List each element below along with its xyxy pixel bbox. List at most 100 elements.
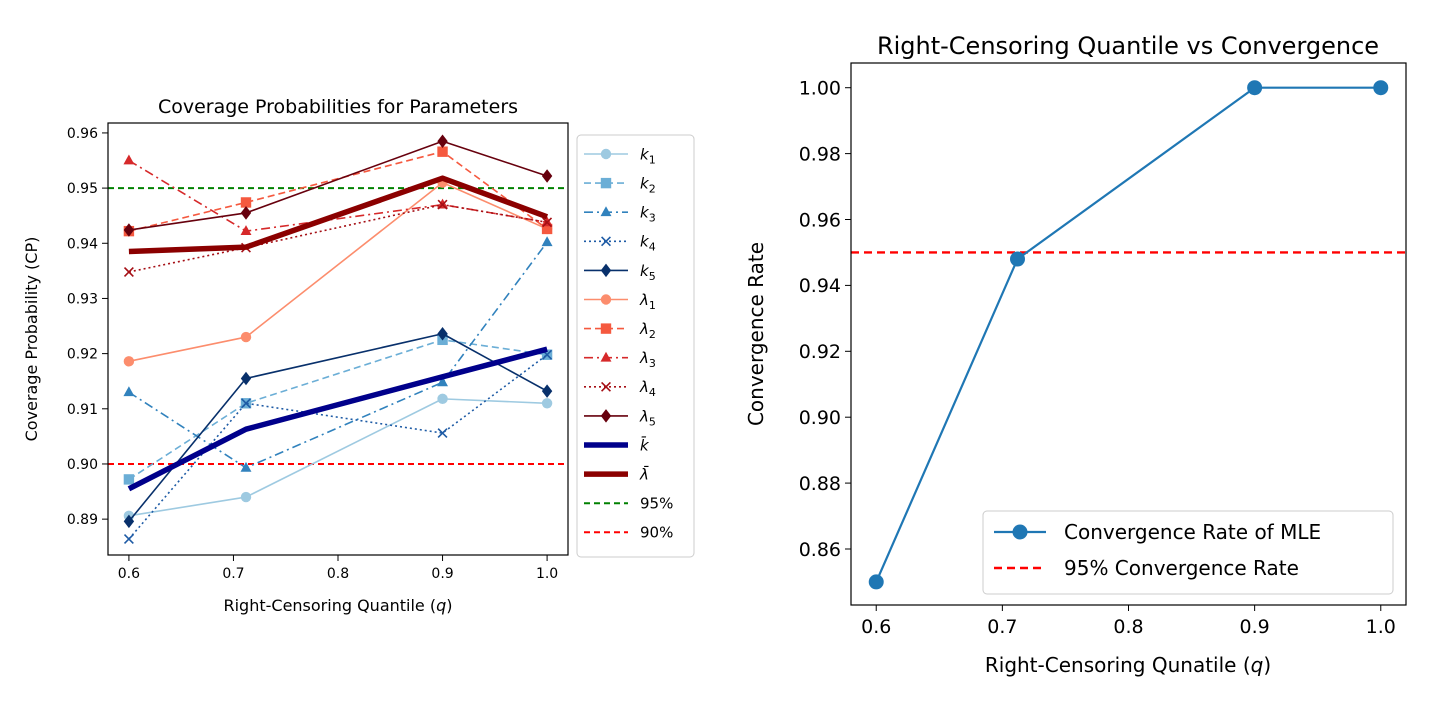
data-point-k1: [541, 398, 553, 409]
y-tick-label: 0.98: [799, 143, 841, 165]
x-tick-label: 0.8: [1113, 616, 1143, 638]
series-line-k1: [128, 398, 548, 517]
legend-marker-lambda5: [600, 409, 612, 423]
legend-marker-lambda2: [600, 323, 612, 334]
legend-label-k5: k5: [640, 262, 656, 283]
coverage-x-ticks: 0.6 0.7 0.8 0.9 1.0: [118, 555, 558, 582]
legend-label-k1: k1: [640, 145, 656, 166]
y-tick-label: 0.96: [799, 209, 841, 231]
data-point-convergence-rate-of-mle: [1247, 80, 1263, 96]
x-tick-label: 0.9: [431, 566, 453, 582]
data-point-k3: [123, 386, 135, 397]
x-tick-label: 0.7: [987, 616, 1017, 638]
data-point-lambda5: [437, 134, 448, 148]
data-point-k3: [240, 461, 252, 472]
legend-marker-lambda4: [601, 381, 611, 392]
data-point-k1: [437, 393, 448, 405]
data-point-k3: [541, 236, 553, 247]
coverage-chart-title: Coverage Probabilities for Parameters: [158, 96, 518, 118]
data-point-k5: [541, 384, 553, 398]
data-point-lambda5: [123, 223, 135, 237]
legend-marker-k5: [600, 263, 612, 278]
y-tick-label: 0.92: [799, 341, 841, 363]
x-tick-label: 0.6: [861, 616, 891, 638]
data-point-lambda4: [542, 217, 553, 228]
x-tick-label: 0.6: [118, 566, 140, 582]
data-point-lambda4: [437, 199, 448, 210]
legend-label-lambda: λ̄: [639, 465, 649, 484]
data-point-k4: [437, 428, 448, 439]
series-line-k: [127, 346, 548, 492]
convergence-legend-box: [982, 510, 1394, 595]
series-line-lambda4: [128, 203, 548, 273]
y-tick-label: 0.96: [67, 126, 98, 142]
data-point-k2: [123, 474, 135, 485]
convergence-y-ticks: 0.86 0.88 0.90 0.92 0.94 0.96 0.98 1.00: [799, 78, 851, 561]
y-tick-label: 0.95: [67, 181, 98, 197]
y-tick-label: 0.88: [799, 473, 841, 495]
coverage-plot-area: [108, 134, 568, 544]
legend-marker-lambda1: [600, 294, 612, 305]
y-tick-label: 0.93: [67, 291, 98, 307]
y-tick-label: 0.90: [799, 407, 841, 429]
data-point-lambda4: [123, 266, 134, 277]
legend-label-lambda1: λ1: [639, 291, 656, 312]
x-tick-label: 0.7: [222, 566, 244, 582]
x-tick-label: 1.0: [536, 566, 558, 582]
coverage-x-axis-label: Right-Censoring Quantile (q): [223, 596, 452, 615]
data-point-lambda1: [123, 356, 135, 367]
data-point-k5: [437, 326, 448, 341]
legend-marker-k4: [601, 236, 611, 247]
data-point-lambda2: [437, 146, 448, 157]
convergence-chart-title: Right-Censoring Quantile vs Convergence: [877, 32, 1379, 60]
y-tick-label: 1.00: [799, 78, 841, 100]
x-tick-label: 0.8: [327, 566, 349, 582]
legend-marker-lambda3: [600, 351, 612, 362]
coverage-y-axis-label: Coverage Probability (CP): [22, 237, 41, 442]
legend-label-95: 95%: [640, 495, 673, 513]
legend-label-95-convergence-rate: 95% Convergence Rate: [1064, 556, 1299, 580]
data-point-k3: [437, 376, 449, 387]
convergence-legend: Convergence Rate of MLE 95% Convergence R…: [982, 510, 1394, 595]
series-line-lambda1: [128, 181, 548, 363]
data-point-lambda5: [240, 206, 252, 220]
data-point-lambda5: [541, 169, 553, 183]
legend-marker-k1: [600, 148, 612, 160]
legend-label-k: k̄: [640, 436, 650, 455]
legend-label-lambda5: λ5: [639, 407, 656, 428]
coverage-legend: k1 k2 k3 k4 k5 λ1 λ2 λ3 λ4 λ5 k̄ λ̄ 95% 90%: [576, 134, 695, 558]
series-line-lambda5: [128, 140, 548, 231]
y-tick-label: 0.86: [799, 539, 841, 561]
legend-label-lambda4: λ4: [639, 378, 656, 399]
data-point-lambda1: [240, 331, 252, 343]
legend-marker-k2: [600, 177, 612, 189]
x-tick-label: 0.9: [1240, 616, 1270, 638]
legend-label-k2: k2: [640, 175, 656, 196]
convergence-plot-area: [851, 80, 1406, 590]
coverage-y-ticks: 0.89 0.90 0.91 0.92 0.93 0.94 0.95 0.96: [67, 126, 108, 528]
series-line-k3: [128, 241, 548, 469]
convergence-x-axis-label: Right-Censoring Qunatile (q): [985, 653, 1271, 677]
legend-label-convergence-rate-of-mle: Convergence Rate of MLE: [1064, 520, 1321, 544]
data-point-k4: [123, 534, 134, 544]
legend-marker-k3: [600, 206, 612, 217]
y-tick-label: 0.94: [67, 236, 98, 252]
series-line-lambda: [128, 175, 549, 255]
legend-label-lambda3: λ3: [639, 349, 656, 370]
y-tick-label: 0.89: [67, 512, 98, 528]
data-point-lambda2: [541, 223, 553, 235]
data-point-k1: [240, 491, 252, 503]
data-point-lambda3: [123, 154, 135, 165]
legend-label-90: 90%: [640, 524, 673, 542]
coverage-legend-box: [576, 134, 695, 558]
data-point-convergence-rate-of-mle: [1373, 80, 1389, 96]
legend-label-k4: k4: [640, 233, 656, 254]
data-point-k5: [123, 514, 135, 529]
y-tick-label: 0.91: [67, 402, 98, 418]
coverage-chart: Coverage Probabilities for Parameters 0.…: [22, 96, 695, 615]
convergence-chart: Right-Censoring Quantile vs Convergence …: [744, 32, 1407, 677]
legend-marker-convergence-rate-of-mle: [1012, 524, 1028, 540]
data-point-k4: [241, 398, 251, 409]
data-point-lambda3: [240, 225, 252, 236]
series-line-k2: [128, 339, 548, 481]
